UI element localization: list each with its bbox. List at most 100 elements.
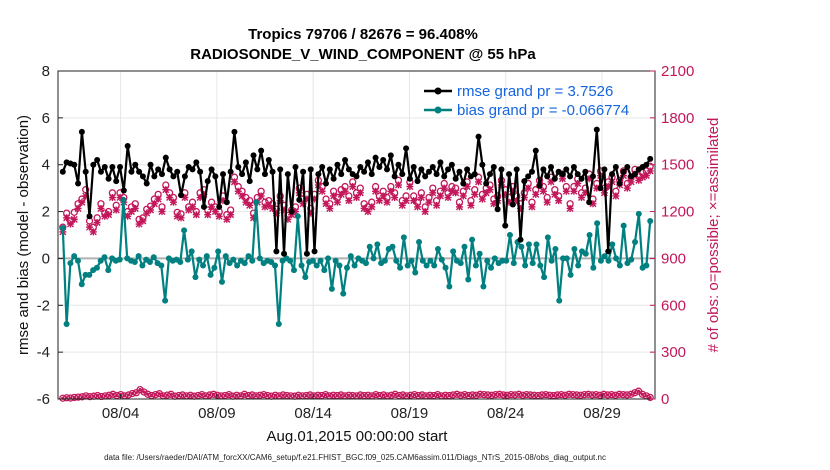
- bias-point: [347, 253, 354, 260]
- bias-point: [184, 256, 191, 263]
- bias-point: [120, 196, 127, 203]
- obs-assimilated-point: [383, 198, 391, 206]
- rmse-point: [281, 250, 288, 257]
- obs-bottom-assimilated-point: [636, 389, 641, 393]
- obs-assimilated-point: [158, 208, 166, 216]
- rmse-point: [124, 142, 131, 149]
- bias-point: [597, 257, 604, 264]
- bias-point: [628, 256, 635, 263]
- rmse-point: [322, 180, 329, 187]
- bias-point: [461, 243, 468, 250]
- obs-assimilated-point: [414, 203, 422, 211]
- x-axis-label: Aug.01,2015 00:00:00 start: [267, 428, 449, 445]
- obs-assimilated-point: [379, 192, 387, 200]
- rmse-point: [181, 173, 188, 180]
- bias-point: [139, 262, 146, 269]
- obs-assimilated-point: [105, 211, 113, 219]
- bias-point: [381, 257, 388, 264]
- obs-assimilated-point: [70, 215, 78, 223]
- obs-assimilated-point: [524, 184, 532, 192]
- rmse-point: [162, 154, 169, 161]
- y-right-tick-label: 600: [661, 297, 686, 314]
- obs-assimilated-point: [139, 217, 147, 225]
- obs-assimilated-point: [162, 186, 170, 194]
- bias-point: [533, 241, 540, 248]
- rmse-point: [464, 166, 471, 173]
- rmse-point: [319, 164, 326, 171]
- rmse-point: [498, 166, 505, 173]
- obs-assimilated-point: [528, 203, 536, 211]
- rmse-point: [643, 161, 650, 168]
- rmse-point: [372, 154, 379, 161]
- obs-assimilated-point: [341, 187, 349, 195]
- obs-assimilated-point: [532, 190, 540, 198]
- bias-point: [222, 253, 229, 260]
- rmse-point: [258, 147, 265, 154]
- rmse-point: [620, 168, 627, 175]
- obs-assimilated-point: [356, 189, 364, 197]
- y-axis-right-label: # of obs: o=possible; ×=assimilated: [705, 118, 722, 353]
- bias-point: [340, 290, 347, 297]
- bias-point: [586, 232, 593, 238]
- bias-point: [541, 274, 548, 281]
- rmse-point: [250, 152, 257, 159]
- bias-point: [325, 255, 332, 262]
- rmse-point: [277, 166, 284, 173]
- bias-series: [59, 196, 654, 328]
- rmse-point: [399, 171, 406, 178]
- y-tick-label: -6: [37, 391, 50, 408]
- bias-point: [480, 283, 487, 290]
- obs-assimilated-point: [566, 204, 574, 212]
- obs-assimilated-point: [539, 187, 547, 195]
- obs-assimilated-point: [543, 198, 551, 206]
- obs-assimilated-point: [177, 214, 185, 222]
- y-right-tick-label: 2100: [661, 63, 694, 80]
- rmse-point: [117, 164, 124, 171]
- bias-point: [522, 262, 529, 269]
- y-right-tick-label: 0: [661, 391, 669, 408]
- rmse-point: [616, 180, 623, 187]
- obs-assimilated-point: [421, 208, 429, 216]
- bias-point: [647, 217, 654, 224]
- obs-assimilated-point: [147, 206, 155, 214]
- rmse-point: [71, 161, 78, 168]
- rmse-point: [155, 166, 162, 173]
- bias-point: [552, 246, 559, 253]
- rmse-point: [113, 178, 120, 185]
- rmse-point: [364, 159, 371, 166]
- obs-count-layer: [59, 162, 654, 402]
- rmse-point: [414, 178, 421, 185]
- x-tick-label: 08/24: [487, 405, 525, 422]
- rmse-point: [612, 164, 619, 171]
- rmse-point: [357, 164, 364, 171]
- rmse-point: [59, 168, 66, 175]
- rmse-point: [574, 171, 581, 178]
- bias-point: [400, 234, 407, 241]
- rmse-point: [513, 166, 520, 173]
- obs-bottom-possible-point: [631, 389, 639, 397]
- rmse-point: [563, 166, 570, 173]
- bias-point: [374, 241, 381, 248]
- rmse-point: [483, 180, 490, 187]
- chart-title: Tropics 79706 / 82676 = 96.408%: [248, 26, 478, 43]
- rmse-point: [200, 203, 207, 210]
- bias-point: [632, 239, 639, 246]
- rmse-point: [486, 171, 493, 178]
- rmse-point: [410, 164, 417, 171]
- bias-point: [404, 262, 411, 269]
- rmse-point: [235, 164, 242, 171]
- bias-point: [203, 253, 210, 260]
- bias-point: [105, 267, 112, 274]
- obs-assimilated-point: [402, 197, 410, 205]
- obs-assimilated-point: [475, 178, 483, 186]
- rmse-point: [551, 175, 558, 182]
- bias-point: [328, 285, 335, 292]
- rmse-point: [90, 161, 97, 168]
- rmse-point: [479, 161, 486, 168]
- bias-point: [181, 227, 188, 234]
- rmse-point: [601, 166, 608, 173]
- rmse-point: [342, 157, 349, 164]
- rmse-point: [338, 171, 345, 178]
- y-tick-label: 0: [42, 250, 50, 267]
- obs-bottom-possible-point: [155, 390, 164, 398]
